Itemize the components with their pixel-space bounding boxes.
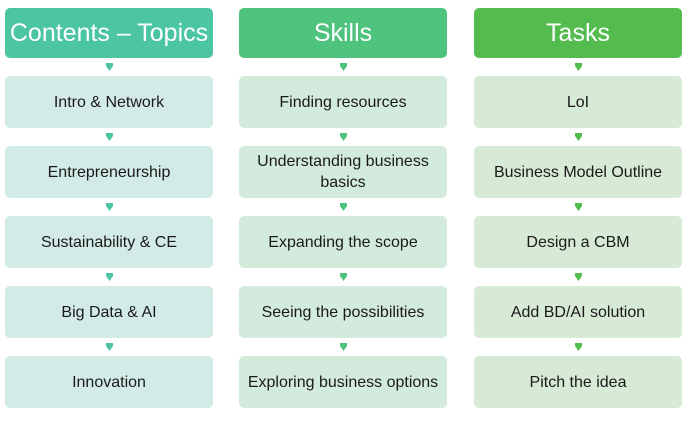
arrow-down-icon bbox=[339, 203, 347, 211]
connector bbox=[474, 268, 682, 286]
column-header: Contents – Topics bbox=[5, 8, 213, 58]
connector bbox=[5, 268, 213, 286]
list-item: Intro & Network bbox=[5, 76, 213, 128]
list-item: Business Model Outline bbox=[474, 146, 682, 198]
list-item: Exploring business options bbox=[239, 356, 447, 408]
list-item: Understanding business basics bbox=[239, 146, 447, 198]
arrow-down-icon bbox=[574, 133, 582, 141]
list-item: Pitch the idea bbox=[474, 356, 682, 408]
list-item: Finding resources bbox=[239, 76, 447, 128]
connector bbox=[5, 58, 213, 76]
column-tasks: Tasks LoI Business Model Outline Design … bbox=[474, 8, 682, 408]
connector bbox=[239, 198, 447, 216]
arrow-down-icon bbox=[339, 343, 347, 351]
arrow-down-icon bbox=[574, 273, 582, 281]
arrow-down-icon bbox=[574, 343, 582, 351]
connector bbox=[239, 338, 447, 356]
list-item: LoI bbox=[474, 76, 682, 128]
connector bbox=[5, 198, 213, 216]
list-item: Sustainability & CE bbox=[5, 216, 213, 268]
connector bbox=[474, 338, 682, 356]
arrow-down-icon bbox=[339, 273, 347, 281]
column-header: Skills bbox=[239, 8, 447, 58]
list-item: Big Data & AI bbox=[5, 286, 213, 338]
arrow-down-icon bbox=[105, 203, 113, 211]
connector bbox=[239, 268, 447, 286]
connector bbox=[5, 338, 213, 356]
list-item: Innovation bbox=[5, 356, 213, 408]
arrow-down-icon bbox=[574, 203, 582, 211]
list-item: Entrepreneurship bbox=[5, 146, 213, 198]
connector bbox=[239, 58, 447, 76]
arrow-down-icon bbox=[574, 63, 582, 71]
arrow-down-icon bbox=[339, 63, 347, 71]
list-item: Expanding the scope bbox=[239, 216, 447, 268]
list-item: Add BD/AI solution bbox=[474, 286, 682, 338]
arrow-down-icon bbox=[105, 273, 113, 281]
connector bbox=[5, 128, 213, 146]
column-contents-topics: Contents – Topics Intro & Network Entrep… bbox=[5, 8, 213, 408]
connector bbox=[474, 128, 682, 146]
arrow-down-icon bbox=[339, 133, 347, 141]
column-skills: Skills Finding resources Understanding b… bbox=[239, 8, 447, 408]
connector bbox=[474, 58, 682, 76]
connector bbox=[474, 198, 682, 216]
arrow-down-icon bbox=[105, 133, 113, 141]
list-item: Design a CBM bbox=[474, 216, 682, 268]
column-header: Tasks bbox=[474, 8, 682, 58]
list-item: Seeing the possibilities bbox=[239, 286, 447, 338]
connector bbox=[239, 128, 447, 146]
arrow-down-icon bbox=[105, 63, 113, 71]
arrow-down-icon bbox=[105, 343, 113, 351]
